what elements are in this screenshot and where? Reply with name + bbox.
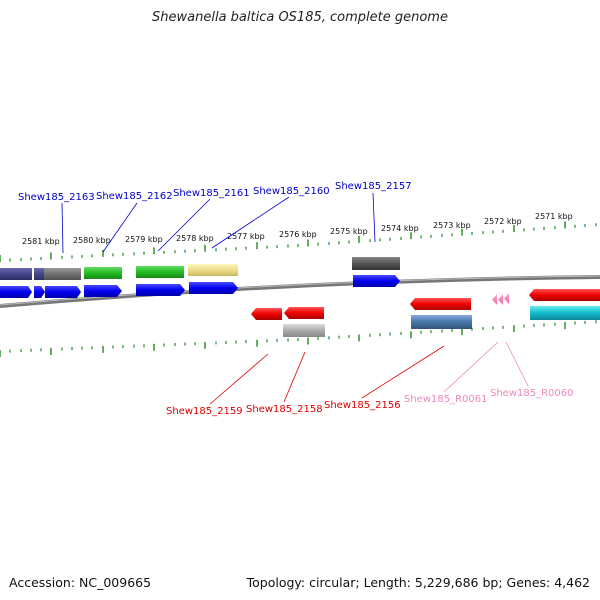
gene-label-shew185-r0061[interactable]: Shew185_R0061 xyxy=(404,394,488,405)
kbp-label: 2579 kbp xyxy=(125,235,163,244)
cds-arrow[interactable] xyxy=(0,286,32,298)
cds-arrow[interactable] xyxy=(84,285,122,297)
cds-arrow[interactable] xyxy=(529,289,600,301)
leader-line xyxy=(283,351,306,403)
leader-line xyxy=(102,202,138,253)
forward-cds-track xyxy=(0,275,400,298)
kbp-label: 2573 kbp xyxy=(433,221,471,230)
accession-text: Accession: NC_009665 xyxy=(9,575,152,590)
gene-block[interactable] xyxy=(0,268,32,280)
gene-label-shew185-2159[interactable]: Shew185_2159 xyxy=(166,406,243,417)
gene-label-shew185-2156[interactable]: Shew185_2156 xyxy=(324,400,401,411)
leader-line xyxy=(372,192,376,243)
genome-title: Shewanella baltica OS185, complete genom… xyxy=(152,10,448,25)
ticks-bottom xyxy=(0,320,597,357)
rna-arrow[interactable] xyxy=(492,294,497,305)
kbp-label: 2580 kbp xyxy=(73,236,111,245)
gene-block[interactable] xyxy=(352,257,400,270)
kbp-scale: 2581 kbp 2580 kbp 2579 kbp 2578 kbp 2577… xyxy=(22,212,573,246)
kbp-label: 2581 kbp xyxy=(22,237,60,246)
cds-arrow[interactable] xyxy=(45,286,81,298)
ticks-top xyxy=(0,221,597,262)
rna-arrow[interactable] xyxy=(504,293,509,304)
cds-arrow[interactable] xyxy=(189,282,238,294)
gene-block[interactable] xyxy=(84,267,122,279)
genome-backbone xyxy=(0,275,600,308)
rna-arrow[interactable] xyxy=(498,294,503,305)
genome-summary-text: Topology: circular; Length: 5,229,686 bp… xyxy=(246,575,590,590)
gene-block[interactable] xyxy=(136,266,184,278)
gene-block[interactable] xyxy=(44,268,81,280)
cds-arrow[interactable] xyxy=(34,286,45,298)
cds-arrow[interactable] xyxy=(410,298,471,310)
leader-lines-top xyxy=(61,192,376,254)
kbp-label: 2578 kbp xyxy=(176,234,214,243)
gene-label-shew185-2158[interactable]: Shew185_2158 xyxy=(246,404,323,415)
gene-label-shew185-2162[interactable]: Shew185_2162 xyxy=(96,191,173,202)
gene-label-shew185-r0060[interactable]: Shew185_R0060 xyxy=(490,388,574,399)
leader-line xyxy=(61,202,64,254)
kbp-label: 2575 kbp xyxy=(330,227,368,236)
leader-line xyxy=(443,341,499,393)
gene-label-shew185-2157[interactable]: Shew185_2157 xyxy=(335,181,412,192)
kbp-label: 2576 kbp xyxy=(279,230,317,239)
cds-arrow[interactable] xyxy=(284,307,324,319)
leader-line xyxy=(361,345,445,399)
leader-line xyxy=(157,198,211,252)
gene-block[interactable] xyxy=(283,324,325,337)
gene-label-shew185-2161[interactable]: Shew185_2161 xyxy=(173,188,250,199)
gene-label-shew185-2160[interactable]: Shew185_2160 xyxy=(253,186,330,197)
reverse-cds-track xyxy=(251,289,600,320)
cds-arrow[interactable] xyxy=(353,275,400,287)
rna-track xyxy=(492,293,509,305)
gene-block[interactable] xyxy=(530,306,600,320)
leader-line xyxy=(505,341,529,387)
cds-arrow[interactable] xyxy=(251,308,282,320)
reverse-outer-track xyxy=(283,306,600,337)
gene-block[interactable] xyxy=(411,315,472,329)
kbp-label: 2572 kbp xyxy=(484,217,522,226)
gene-block[interactable] xyxy=(34,268,44,280)
kbp-label: 2574 kbp xyxy=(381,224,419,233)
genome-backbone-highlight xyxy=(0,275,600,306)
leader-lines-bottom xyxy=(209,341,529,405)
kbp-label: 2577 kbp xyxy=(227,232,265,241)
gene-block[interactable] xyxy=(188,264,238,276)
kbp-label: 2571 kbp xyxy=(535,212,573,221)
cds-arrow[interactable] xyxy=(136,284,185,296)
gene-label-shew185-2163[interactable]: Shew185_2163 xyxy=(18,192,95,203)
leader-line xyxy=(211,196,290,249)
leader-line xyxy=(209,353,269,405)
forward-outer-track xyxy=(0,257,400,280)
